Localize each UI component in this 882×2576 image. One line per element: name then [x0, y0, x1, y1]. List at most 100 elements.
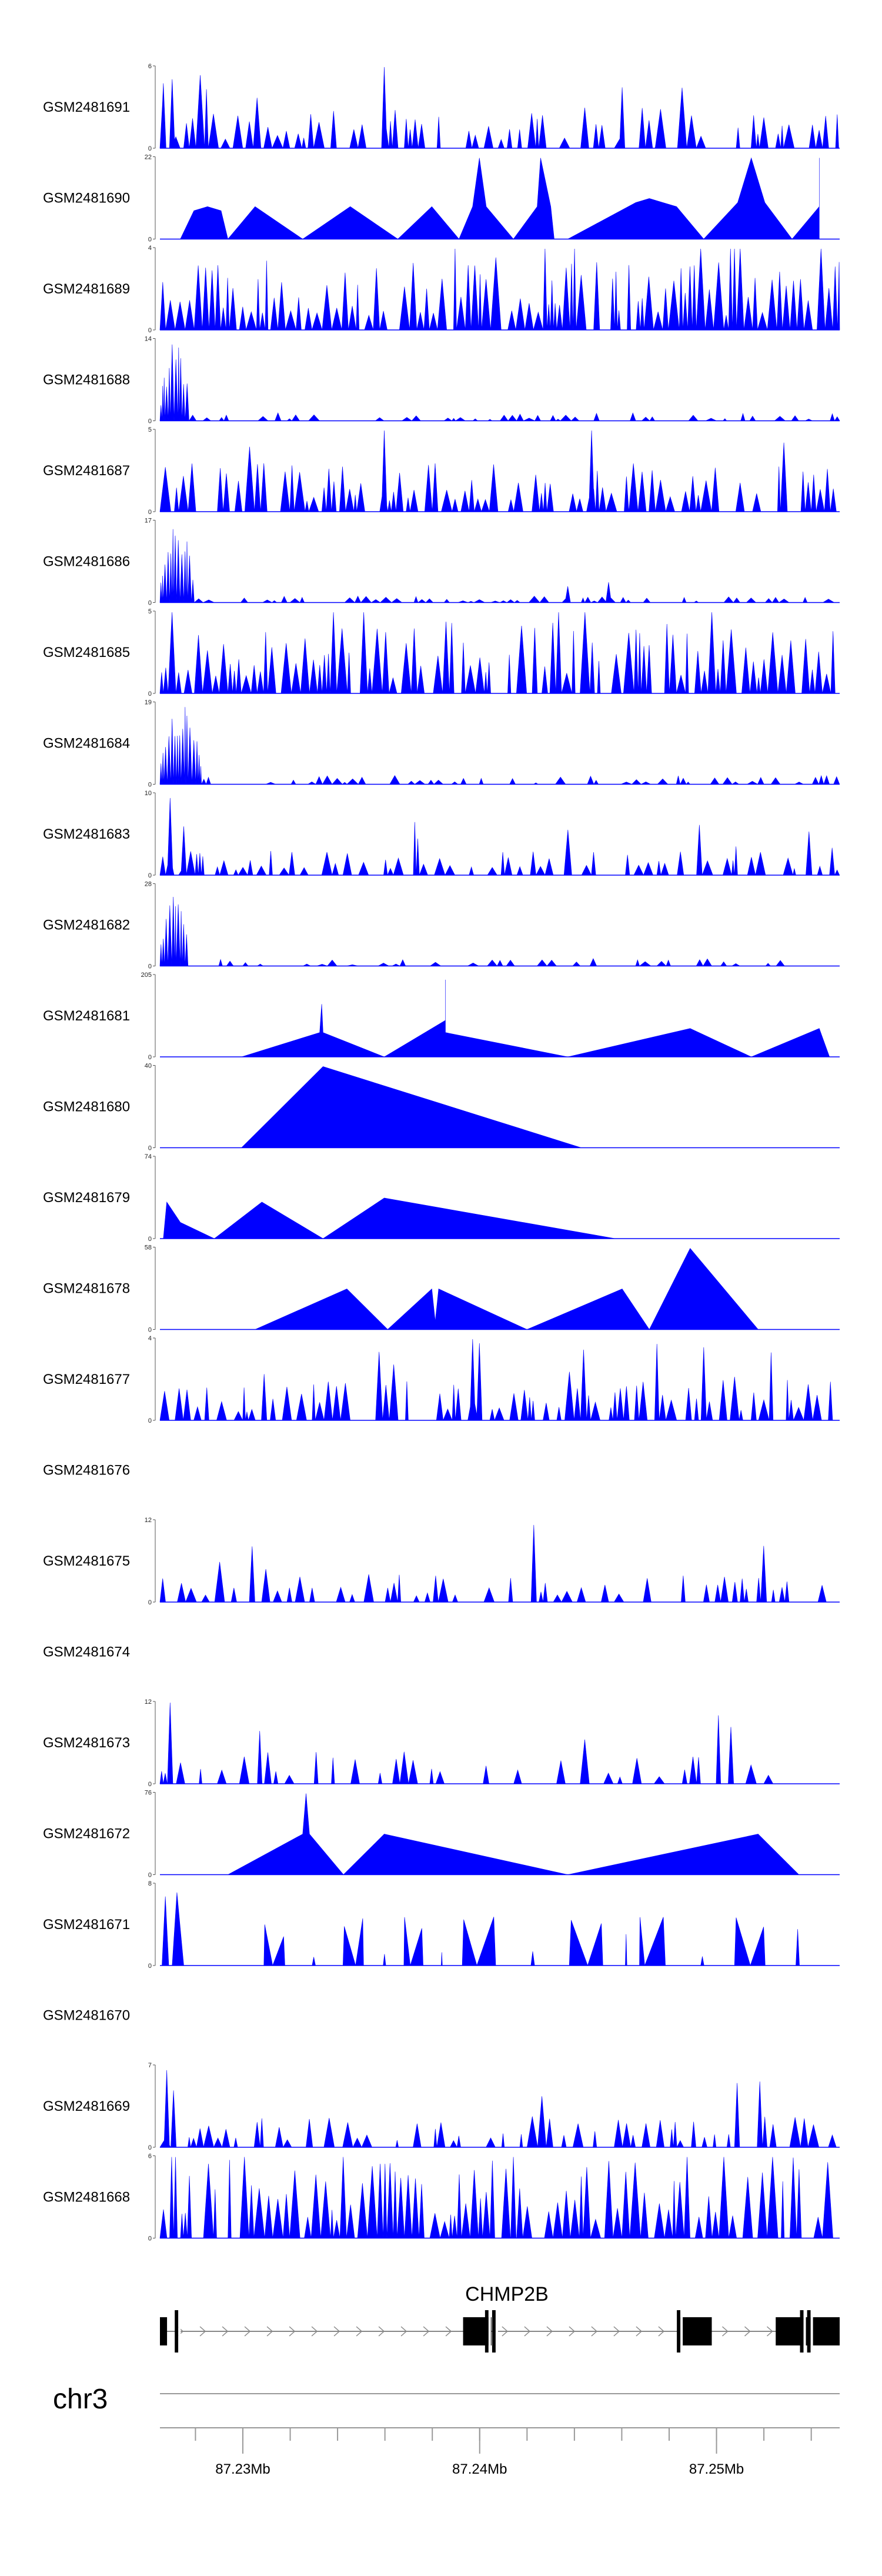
track-ymin-label: 0 — [148, 418, 152, 425]
track-GSM2481687: GSM2481687 5 0 — [43, 426, 840, 516]
track-GSM2481673: GSM2481673 12 0 — [43, 1699, 840, 1788]
track-ymax-label: 12 — [145, 1517, 152, 1524]
track-ymin-label: 0 — [148, 509, 152, 516]
track-GSM2481688: GSM2481688 14 0 — [43, 336, 840, 425]
track-label: GSM2481669 — [43, 2098, 130, 2114]
track-GSM2481685: GSM2481685 5 0 — [43, 608, 840, 698]
track-ymin-label: 0 — [148, 1781, 152, 1788]
track-GSM2481690: GSM2481690 22 0 — [43, 154, 840, 243]
track-label: GSM2481677 — [43, 1372, 130, 1387]
exon-boundary — [800, 2310, 804, 2353]
track-ymax-label: 7 — [148, 2062, 152, 2069]
strand-arrow-icon — [244, 2326, 251, 2337]
track-label: GSM2481682 — [43, 917, 130, 933]
track-GSM2481675: GSM2481675 12 0 — [43, 1517, 840, 1606]
axis-tick-label: 87.23Mb — [215, 2461, 270, 2477]
track-label: GSM2481687 — [43, 463, 130, 479]
exon-gap — [488, 2310, 491, 2353]
track-label: GSM2481689 — [43, 281, 130, 297]
track-ymax-label: 74 — [145, 1153, 152, 1160]
exon-boundary — [175, 2310, 179, 2353]
track-ymin-label: 0 — [148, 2235, 152, 2243]
track-GSM2481686: GSM2481686 17 0 — [43, 518, 840, 607]
track-ymax-label: 22 — [145, 154, 152, 161]
coverage-area — [159, 2157, 833, 2238]
track-GSM2481683: GSM2481683 10 0 — [43, 790, 840, 879]
track-ymax-label: 205 — [141, 972, 152, 979]
track-ymax-label: 28 — [145, 881, 152, 888]
axis-tick-label: 87.24Mb — [452, 2461, 507, 2477]
track-ymax-label: 14 — [145, 336, 152, 343]
track-GSM2481678: GSM2481678 58 0 — [43, 1244, 840, 1334]
track-label: GSM2481675 — [43, 1553, 130, 1569]
track-label: GSM2481683 — [43, 826, 130, 842]
coverage-area — [159, 344, 840, 421]
coverage-area — [255, 1247, 759, 1330]
track-GSM2481674: GSM2481674 — [43, 1644, 130, 1660]
axis-tick-label: 87.25Mb — [689, 2461, 744, 2477]
track-GSM2481670: GSM2481670 — [43, 2008, 130, 2024]
track-GSM2481682: GSM2481682 28 0 — [43, 881, 840, 970]
track-ymax-label: 6 — [148, 2153, 152, 2160]
track-ymax-label: 5 — [148, 608, 152, 615]
track-label: GSM2481670 — [43, 2008, 130, 2024]
track-ymin-label: 0 — [148, 1327, 152, 1334]
track-ymin-label: 0 — [148, 690, 152, 698]
coverage-area — [241, 979, 830, 1057]
coverage-area — [159, 248, 840, 331]
tracks-panel: GSM248169160GSM2481690220GSM248168940GSM… — [43, 63, 840, 2243]
strand-arrow-icon — [423, 2326, 430, 2337]
track-GSM2481672: GSM2481672 76 0 — [43, 1790, 840, 1879]
strand-arrow-icon — [744, 2326, 751, 2337]
track-label: GSM2481691 — [43, 99, 130, 115]
chromosome-label: chr3 — [53, 2384, 108, 2415]
coverage-area — [159, 1524, 827, 1603]
exon-boundary — [485, 2310, 489, 2353]
track-GSM2481676: GSM2481676 — [43, 1463, 130, 1479]
exon-block — [679, 2317, 712, 2345]
exon-boundary — [807, 2310, 811, 2353]
track-ymin-label: 0 — [148, 1599, 152, 1606]
track-GSM2481679: GSM2481679 74 0 — [43, 1153, 840, 1243]
strand-arrow-icon — [546, 2326, 553, 2337]
track-GSM2481677: GSM2481677 4 0 — [43, 1335, 840, 1424]
exon-gap — [178, 2310, 181, 2353]
track-GSM2481684: GSM2481684 19 0 — [43, 699, 840, 789]
coverage-area — [228, 1793, 800, 1875]
strand-arrow-icon — [613, 2326, 620, 2337]
track-label: GSM2481679 — [43, 1190, 130, 1206]
coverage-area — [162, 1892, 800, 1966]
exon-gap — [803, 2310, 806, 2353]
track-GSM2481668: GSM2481668 6 0 — [43, 2153, 840, 2243]
track-ymin-label: 0 — [148, 1145, 152, 1152]
genome-axis: chr3 87.23Mb 87.24Mb 87.25Mb — [53, 2384, 840, 2477]
track-GSM2481671: GSM2481671 8 0 — [43, 1880, 840, 1970]
track-ymax-label: 8 — [148, 1880, 152, 1887]
track-ymin-label: 0 — [148, 963, 152, 970]
track-label: GSM2481673 — [43, 1735, 130, 1751]
coverage-area — [159, 896, 785, 966]
strand-arrow-icon — [445, 2326, 452, 2337]
track-GSM2481669: GSM2481669 7 0 — [43, 2062, 840, 2151]
track-ymin-label: 0 — [148, 1963, 152, 1970]
track-label: GSM2481680 — [43, 1099, 130, 1115]
track-GSM2481681: GSM2481681 205 0 — [43, 972, 840, 1061]
strand-arrow-icon — [400, 2326, 407, 2337]
track-label: GSM2481684 — [43, 736, 130, 752]
track-ymin-label: 0 — [148, 1872, 152, 1879]
track-GSM2481691: GSM2481691 6 0 — [43, 63, 840, 152]
track-label: GSM2481671 — [43, 1917, 130, 1933]
coverage-area — [159, 798, 840, 876]
gene-name-label: CHMP2B — [465, 2283, 549, 2305]
strand-arrow-icon — [569, 2326, 576, 2337]
coverage-area — [159, 529, 835, 603]
strand-arrow-icon — [766, 2326, 773, 2337]
track-ymax-label: 5 — [148, 426, 152, 433]
track-ymax-label: 40 — [145, 1063, 152, 1070]
track-ymin-label: 0 — [148, 1236, 152, 1243]
gene-track: CHMP2B — [160, 2283, 840, 2353]
track-ymin-label: 0 — [148, 2144, 152, 2151]
exon-gap — [680, 2310, 683, 2353]
coverage-area — [159, 707, 840, 785]
